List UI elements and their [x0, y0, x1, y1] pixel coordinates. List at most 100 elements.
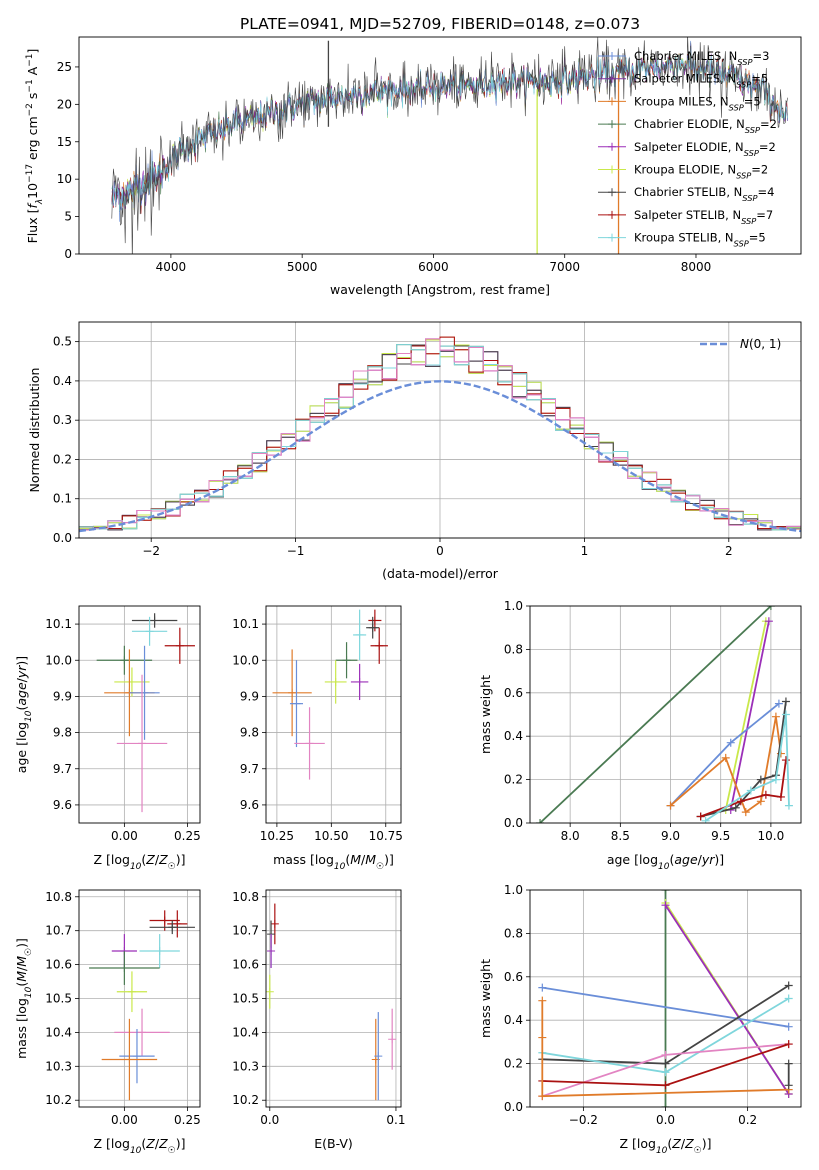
data-point [292, 699, 301, 708]
data-point [370, 616, 379, 625]
weight-marker [736, 797, 745, 806]
legend-entry: Salpeter ELODIE, NSSP=2 [634, 140, 776, 158]
x-axis-label: E(B-V) [314, 1136, 353, 1151]
data-point [368, 623, 377, 632]
histogram-step [79, 338, 801, 538]
figure-title: PLATE=0941, MJD=52709, FIBERID=0148, z=0… [240, 15, 640, 33]
plot-area [89, 910, 195, 1101]
data-point [150, 616, 159, 625]
y-tick-label: 9.7 [53, 762, 72, 776]
x-tick-label: 0.1 [386, 1113, 405, 1127]
y-tick-label: 0.8 [504, 642, 523, 656]
normal-curve [79, 380, 801, 533]
y-tick-label: 10.0 [45, 653, 72, 667]
weight-line [669, 716, 782, 814]
y-tick-label: 10.4 [232, 1025, 259, 1039]
axes-frame [78, 36, 802, 255]
axes-frame [529, 889, 802, 1108]
y-tick-label: 10.7 [232, 924, 259, 938]
weight-marker [784, 981, 793, 990]
y-tick-label: 9.9 [240, 689, 259, 703]
weight-marker [784, 1040, 793, 1049]
x-tick-label: 2 [725, 544, 733, 558]
plot-area [79, 336, 801, 538]
axes-frame [78, 889, 201, 1108]
data-point [120, 963, 129, 972]
weight-marker [538, 1033, 547, 1042]
data-point [168, 923, 177, 932]
weight-marker [696, 812, 705, 821]
weight-line [729, 621, 770, 811]
y-tick-label: 0.4 [504, 1013, 523, 1027]
legend-entry: Kroupa STELIB, NSSP=5 [634, 231, 766, 249]
plot-area [272, 609, 388, 780]
weight-marker [761, 790, 770, 799]
weight-marker [661, 890, 670, 894]
data-point [132, 1052, 141, 1061]
x-axis-label: Z [log10(Z/Z☉)] [93, 1136, 185, 1156]
data-point [267, 947, 276, 956]
x-tick-label: 10.50 [314, 829, 348, 843]
weight-line [541, 1000, 789, 1098]
y-tick-label: 0.4 [504, 729, 523, 743]
y-tick-label: 0.2 [53, 452, 72, 466]
y-tick-label: 9.6 [240, 798, 259, 812]
y-tick-label: 10.5 [232, 992, 259, 1006]
y-axis-label: Normed distribution [27, 368, 42, 493]
weight-marker [781, 710, 790, 719]
panel-spectrum: 4000 5000 6000 7000 8000 0 5 10 15 20 25 wavelength… [25, 36, 802, 297]
weight-marker [756, 797, 765, 806]
panel-z-age: 0.00 0.25 9.6 9.7 9.8 9.9 10.0 10.1 Z [log10(Z/Z… [14, 605, 201, 872]
weight-marker [666, 801, 675, 810]
y-tick-label: 10.0 [232, 653, 259, 667]
y-tick-label: 10.6 [45, 958, 72, 972]
x-tick-label: 4000 [156, 260, 187, 274]
y-tick-label: 0.6 [504, 970, 523, 984]
y-tick-label: 0.6 [504, 686, 523, 700]
y-tick-label: 20 [57, 97, 72, 111]
x-tick-label: 0.0 [656, 1113, 675, 1127]
y-tick-label: 0.8 [504, 926, 523, 940]
y-axis-label: mass weight [478, 675, 493, 754]
data-point [266, 987, 274, 996]
axes-frame [265, 889, 402, 1108]
y-tick-label: 10.3 [45, 1059, 72, 1073]
data-point [175, 641, 184, 650]
x-tick-label: −0.2 [569, 1113, 598, 1127]
y-tick-label: 9.8 [240, 726, 259, 740]
plot-area [538, 890, 793, 1107]
weight-marker [784, 1022, 793, 1031]
data-point [120, 656, 129, 665]
data-point [173, 919, 182, 928]
legend-marker [608, 210, 616, 219]
data-point [127, 987, 136, 996]
y-tick-label: 10.1 [232, 617, 259, 631]
x-axis-label: wavelength [Angstrom, rest frame] [330, 282, 550, 297]
weight-line [700, 701, 787, 818]
weight-line [539, 606, 772, 823]
y-tick-label: 10 [57, 172, 72, 186]
data-point [331, 677, 340, 686]
weight-marker [774, 699, 783, 708]
plot-area [96, 613, 195, 813]
weight-marker [784, 1081, 793, 1090]
weight-marker [731, 803, 740, 812]
x-tick-label: 8.0 [561, 829, 580, 843]
x-tick-label: 0.00 [111, 1113, 138, 1127]
data-point [355, 677, 364, 686]
y-tick-label: 9.8 [53, 726, 72, 740]
weight-marker [781, 756, 790, 765]
axes-frame [529, 605, 802, 824]
weight-marker [776, 792, 785, 801]
y-tick-label: 10.7 [45, 924, 72, 938]
y-axis-label: mass weight [478, 959, 493, 1038]
y-tick-label: 0.2 [504, 773, 523, 787]
y-tick-label: 0 [64, 247, 72, 261]
y-tick-label: 15 [57, 135, 72, 149]
y-tick-label: 9.6 [53, 798, 72, 812]
y-tick-label: 10.2 [45, 1093, 72, 1107]
x-tick-label: 9.0 [661, 829, 680, 843]
x-axis-label: mass [log10(M/M☉)] [273, 852, 394, 872]
x-tick-label: 0.25 [174, 1113, 201, 1127]
